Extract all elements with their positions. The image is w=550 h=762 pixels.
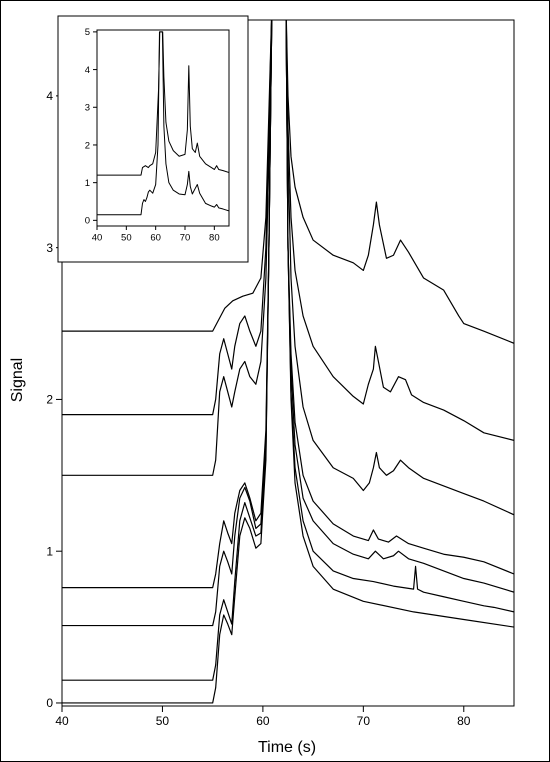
series-line-7	[62, 20, 514, 344]
y-tick-label: 2	[46, 393, 53, 407]
inset-y-tick-label: 0	[85, 216, 90, 227]
inset-y-tick-label: 3	[85, 103, 90, 114]
x-axis-title: Time (s)	[258, 739, 316, 756]
x-tick-label: 60	[256, 714, 270, 728]
y-tick-label: 0	[46, 696, 53, 710]
y-tick-label: 1	[46, 544, 53, 558]
inset-y-tick-label: 2	[85, 140, 90, 151]
y-tick-label: 4	[46, 89, 53, 103]
inset-y-tick-label: 4	[85, 65, 90, 76]
inset-axes: 40 50 60 70 80 0 1 2 3 4 5	[85, 27, 220, 243]
series-line-4	[62, 20, 514, 589]
y-tick-label: 3	[46, 241, 53, 255]
inset-x-tick-label: 60	[150, 233, 161, 244]
inset-series-group	[97, 31, 229, 216]
x-tick-label: 40	[55, 714, 69, 728]
main-axes: 40 50 60 70 80 0 1 2 3 4	[46, 89, 470, 728]
inset-x-tick-label: 40	[92, 233, 103, 244]
series-line-6	[62, 20, 514, 441]
x-tick-label: 50	[156, 714, 170, 728]
inset-background	[57, 15, 249, 263]
inset-x-tick-label: 70	[180, 233, 191, 244]
series-line-5	[62, 20, 514, 516]
inset-series-line-2	[97, 31, 229, 176]
inset-y-tick-label: 5	[85, 27, 90, 38]
inset-plot-frame	[96, 29, 230, 227]
main-series-group	[62, 20, 514, 704]
inset-x-tick-label: 50	[121, 233, 132, 244]
inset-panel: 40 50 60 70 80 0 1 2 3 4 5	[57, 15, 249, 263]
inset-series-line-1	[97, 31, 229, 216]
x-tick-label: 80	[457, 714, 471, 728]
plot-frame	[61, 19, 515, 707]
y-axis-title: Signal	[9, 358, 26, 402]
inset-y-tick-label: 1	[85, 178, 90, 189]
x-tick-label: 70	[357, 714, 371, 728]
inset-x-tick-label: 80	[209, 233, 220, 244]
